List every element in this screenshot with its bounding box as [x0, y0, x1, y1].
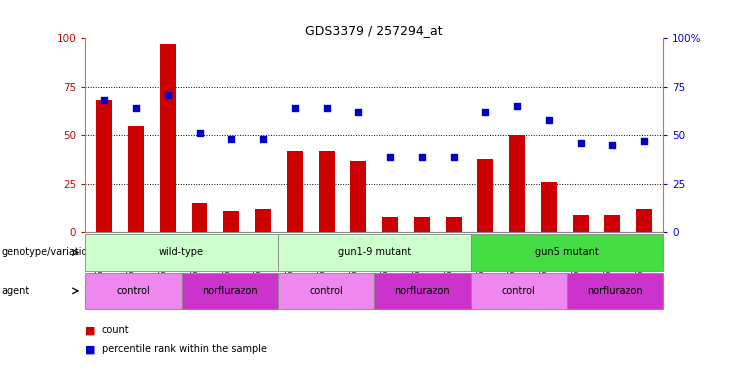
Bar	[414, 217, 430, 232]
Point	[321, 105, 333, 111]
Text: control: control	[116, 286, 150, 296]
Bar	[192, 203, 207, 232]
Bar	[382, 217, 398, 232]
Bar	[477, 159, 494, 232]
Point	[543, 117, 555, 123]
Bar	[509, 136, 525, 232]
Text: count: count	[102, 325, 129, 335]
Point	[99, 98, 110, 104]
Point	[225, 136, 237, 142]
Bar	[223, 211, 239, 232]
Point	[638, 138, 650, 144]
Text: control: control	[502, 286, 536, 296]
Bar	[573, 215, 588, 232]
Bar	[96, 101, 112, 232]
Point	[257, 136, 269, 142]
Bar	[541, 182, 556, 232]
Point	[289, 105, 301, 111]
Bar	[350, 161, 366, 232]
Bar	[160, 44, 176, 232]
Text: norflurazon: norflurazon	[202, 286, 258, 296]
Point	[193, 130, 205, 136]
Point	[416, 154, 428, 160]
Text: ■: ■	[85, 325, 96, 335]
Text: gun1-9 mutant: gun1-9 mutant	[338, 247, 411, 258]
Point	[130, 105, 142, 111]
Bar	[637, 209, 652, 232]
Point	[448, 154, 459, 160]
Bar	[319, 151, 334, 232]
Text: gun5 mutant: gun5 mutant	[535, 247, 599, 258]
Point	[353, 109, 365, 115]
Bar	[445, 217, 462, 232]
Point	[606, 142, 618, 148]
Point	[384, 154, 396, 160]
Point	[575, 140, 587, 146]
Text: norflurazon: norflurazon	[587, 286, 643, 296]
Text: genotype/variation: genotype/variation	[1, 247, 94, 258]
Text: wild-type: wild-type	[159, 247, 204, 258]
Text: ■: ■	[85, 344, 96, 354]
Bar	[287, 151, 303, 232]
Point	[511, 103, 523, 109]
Text: agent: agent	[1, 286, 30, 296]
Point	[479, 109, 491, 115]
Point	[162, 91, 173, 98]
Text: norflurazon: norflurazon	[394, 286, 451, 296]
Title: GDS3379 / 257294_at: GDS3379 / 257294_at	[305, 24, 443, 37]
Bar	[128, 126, 144, 232]
Text: control: control	[309, 286, 343, 296]
Text: percentile rank within the sample: percentile rank within the sample	[102, 344, 267, 354]
Bar	[605, 215, 620, 232]
Bar	[255, 209, 271, 232]
